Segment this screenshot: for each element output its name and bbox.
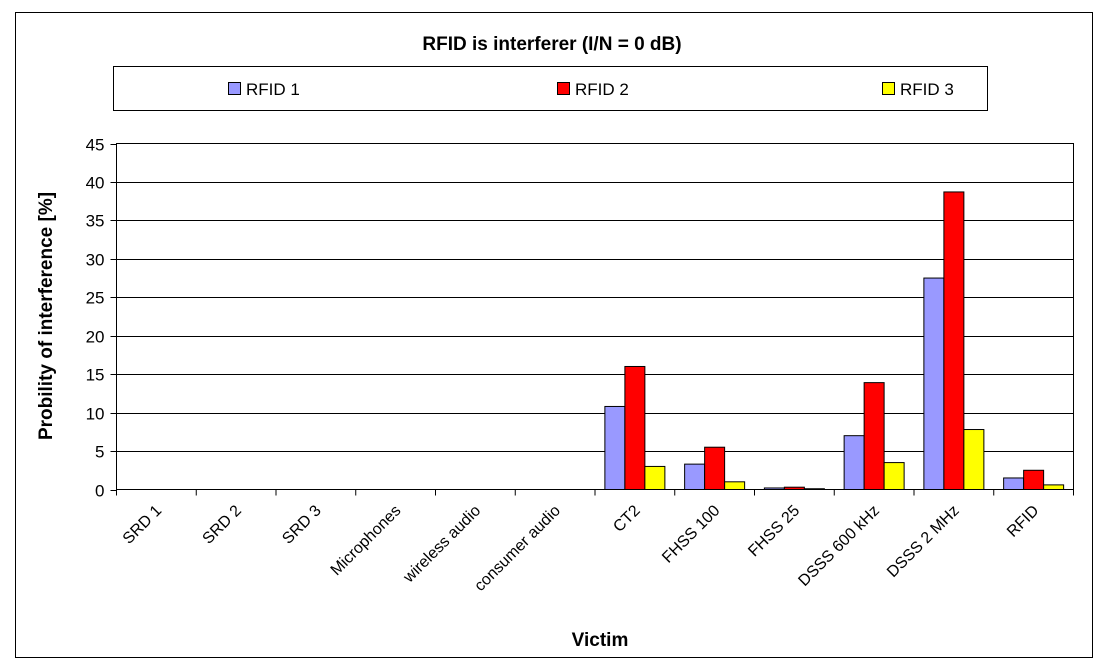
bars — [604, 191, 1065, 491]
y-tick-label: 30 — [86, 251, 105, 270]
y-tick-label: 10 — [86, 405, 105, 424]
legend: RFID 1 RFID 2 RFID 3 — [113, 66, 988, 111]
bar-rfid-1 — [923, 277, 945, 490]
bar-rfid-1 — [604, 405, 626, 490]
y-tick-label: 0 — [95, 482, 104, 501]
y-tick-label: 25 — [86, 289, 105, 308]
bar-rfid-3 — [963, 429, 985, 491]
bar-rfid-1 — [1003, 477, 1025, 491]
legend-label: RFID 1 — [246, 80, 300, 99]
bar-rfid-3 — [724, 481, 746, 490]
bar-rfid-1 — [763, 487, 785, 490]
y-tick-labels: 0 5 10 15 20 25 30 35 40 45 — [86, 136, 105, 501]
legend-label: RFID 2 — [575, 80, 629, 99]
bar-rfid-3 — [883, 462, 905, 491]
bar-rfid-2 — [943, 191, 965, 490]
bar-rfid-3 — [644, 465, 666, 490]
y-tick-label: 20 — [86, 328, 105, 347]
gridlines — [116, 182, 1074, 452]
bar-rfid-1 — [843, 435, 865, 490]
legend-swatch — [882, 82, 895, 95]
bar-rfid-3 — [1043, 484, 1065, 490]
bar-rfid-2 — [624, 365, 646, 491]
bar-rfid-2 — [1023, 469, 1045, 490]
y-tick-label: 45 — [86, 136, 105, 155]
legend-box — [113, 66, 988, 111]
x-axis-title: Victim — [572, 630, 629, 651]
legend-swatch — [557, 82, 570, 95]
axes — [110, 144, 1074, 496]
y-tick-label: 40 — [86, 174, 105, 193]
bar-rfid-1 — [684, 463, 706, 491]
y-tick-label: 5 — [95, 443, 104, 462]
chart-border — [15, 12, 1093, 658]
legend-swatch — [228, 82, 241, 95]
y-tick-label: 15 — [86, 366, 105, 385]
y-tick-label: 35 — [86, 212, 105, 231]
bar-rfid-2 — [783, 486, 805, 490]
y-axis-title: Probility of interference [%] — [36, 192, 57, 440]
bar-rfid-2 — [704, 446, 726, 491]
bar-rfid-3 — [803, 488, 825, 490]
legend-label: RFID 3 — [900, 80, 954, 99]
bar-rfid-2 — [863, 382, 885, 491]
chart-title: RFID is interferer (I/N = 0 dB) — [422, 34, 681, 55]
